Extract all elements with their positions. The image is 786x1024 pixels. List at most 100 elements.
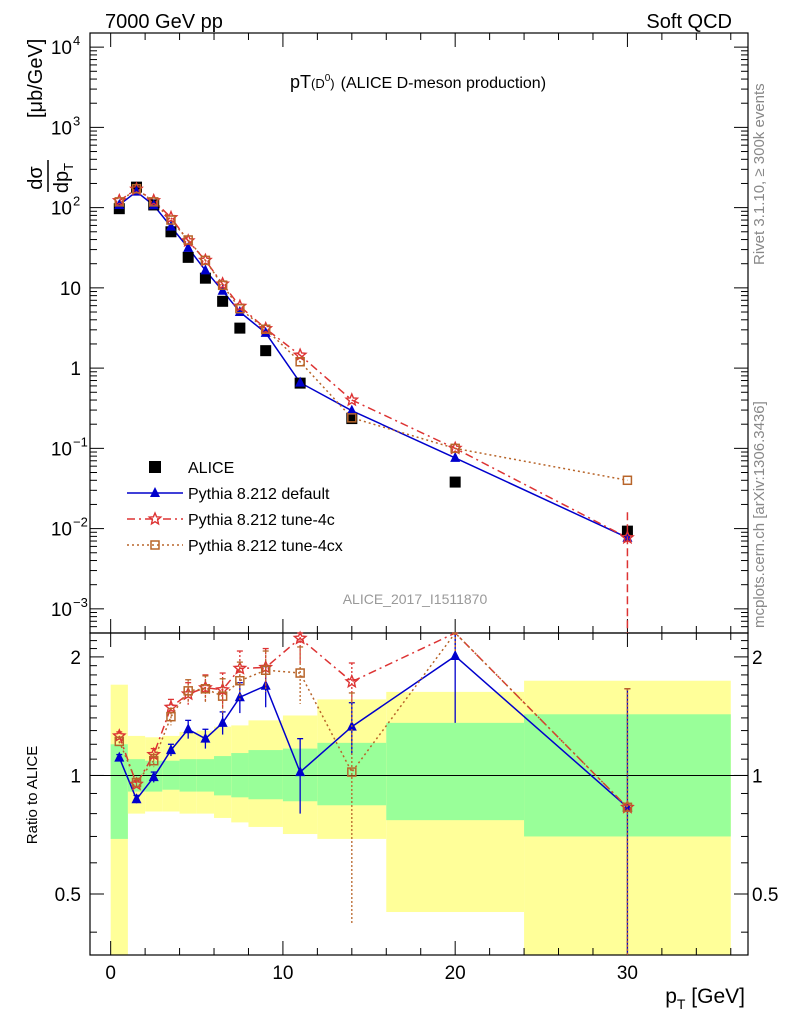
legend-label: Pythia 8.212 default xyxy=(188,486,330,503)
marker-triangle xyxy=(165,744,176,755)
ratio-y-tick-label: 0.5 xyxy=(752,885,778,906)
header-right: Soft QCD xyxy=(646,11,732,33)
legend: ALICE Pythia 8.212 default Pythia 8.212 tu… xyxy=(127,460,343,555)
ratio-y-tick-label: 1 xyxy=(70,766,81,787)
marker-open-square xyxy=(260,324,271,334)
y-tick-label: 10 xyxy=(51,600,72,621)
ratio-frame-box xyxy=(89,632,749,956)
marker-triangle xyxy=(234,306,245,317)
marker-triangle xyxy=(295,766,306,777)
marker-triangle xyxy=(183,241,194,252)
marker-triangle xyxy=(450,451,461,462)
marker-square xyxy=(165,226,177,238)
marker-open-square xyxy=(183,235,193,245)
rivet-label: Rivet 3.1.10, ≥ 300k events xyxy=(751,83,768,265)
marker-square xyxy=(182,251,194,263)
title-paren: (ALICE D-meson production) xyxy=(341,75,546,92)
y-tick-exponent: 2 xyxy=(73,194,80,209)
marker-triangle xyxy=(114,751,125,762)
main-y-axis-label: dσ dpT [μb/GeV] xyxy=(25,39,76,193)
marker-open-square xyxy=(131,183,142,194)
ratio-y-tick-label: 2 xyxy=(752,648,763,669)
y-tick-exponent: −2 xyxy=(73,515,88,530)
title-sup: 0 xyxy=(325,73,331,84)
x-tick-label: 30 xyxy=(617,963,638,984)
marker-open-square xyxy=(295,357,305,367)
main-title: pT(D0) (ALICE D-meson production) xyxy=(290,72,546,92)
marker-triangle xyxy=(148,199,159,210)
marker-square xyxy=(234,322,246,334)
marker-open-square xyxy=(114,197,125,207)
marker-square xyxy=(449,476,461,488)
marker-open-square xyxy=(622,802,633,813)
marker-triangle xyxy=(148,771,159,782)
marker-square xyxy=(149,461,161,473)
marker-open-square xyxy=(347,767,357,777)
marker-triangle xyxy=(200,264,211,275)
marker-open-square xyxy=(217,280,228,290)
title-main: pT xyxy=(290,72,311,92)
legend-label: Pythia 8.212 tune-4cx xyxy=(188,538,343,555)
ratio-y-axis-label: Ratio to ALICE xyxy=(24,746,41,844)
marker-triangle xyxy=(217,716,228,727)
marker-star xyxy=(292,630,308,645)
y-tick-exponent: −1 xyxy=(73,434,88,449)
marker-open-square xyxy=(166,215,176,225)
x-tick-label: 0 xyxy=(105,963,116,984)
y-tick-label: 10 xyxy=(51,439,72,460)
ratio-series-group xyxy=(111,630,635,955)
x-axis-label: pT [GeV] xyxy=(665,985,745,1012)
title-sub: (D xyxy=(311,76,325,91)
y-tick-label: 10 xyxy=(51,199,72,220)
marker-triangle xyxy=(131,793,142,804)
y-tick-label: 1 xyxy=(70,359,81,380)
title-tail: ) xyxy=(330,76,334,91)
marker-open-square xyxy=(131,777,142,788)
ratio-y-tick-label: 1 xyxy=(752,766,763,787)
marker-star xyxy=(344,673,360,689)
legend-label: Pythia 8.212 tune-4c xyxy=(188,512,335,529)
marker-open-square xyxy=(347,413,357,423)
marker-open-square xyxy=(114,736,125,747)
marker-star xyxy=(147,511,163,526)
marker-triangle xyxy=(295,376,306,387)
marker-open-square xyxy=(622,475,633,486)
marker-square xyxy=(260,345,272,357)
marker-square xyxy=(217,295,229,307)
mcplots-label: mcplots.cern.ch [arXiv:1306.3436] xyxy=(751,401,768,628)
marker-open-square xyxy=(166,711,176,722)
marker-open-square xyxy=(260,665,271,675)
y-tick-exponent: 3 xyxy=(73,113,80,128)
ratio-y-tick-label: 0.5 xyxy=(55,885,81,906)
y-tick-label: 10 xyxy=(60,279,81,300)
marker-triangle xyxy=(234,691,245,702)
analysis-id: ALICE_2017_I1511870 xyxy=(343,591,488,607)
marker-triangle xyxy=(200,732,211,743)
marker-open-square xyxy=(183,686,193,696)
marker-triangle xyxy=(450,650,461,661)
marker-star xyxy=(344,392,360,407)
marker-open-square xyxy=(150,540,160,550)
band-stat xyxy=(248,750,283,800)
marker-open-square xyxy=(235,303,245,314)
svg-text:[μb/GeV]: [μb/GeV] xyxy=(25,39,47,118)
ratio-y-tick-label: 2 xyxy=(70,648,81,669)
marker-open-square xyxy=(450,443,460,454)
y-tick-exponent: 4 xyxy=(73,33,80,48)
x-tick-label: 20 xyxy=(445,963,466,984)
header-left: 7000 GeV pp xyxy=(105,11,223,33)
marker-triangle xyxy=(150,487,160,497)
marker-open-square xyxy=(148,197,159,207)
marker-open-square xyxy=(235,675,245,686)
marker-triangle xyxy=(165,220,176,231)
marker-open-square xyxy=(295,668,305,678)
marker-square xyxy=(199,272,211,284)
main-series-group xyxy=(111,181,635,633)
y-tick-label: 10 xyxy=(51,38,72,59)
marker-open-square xyxy=(148,755,159,766)
legend-label: ALICE xyxy=(188,460,234,477)
series-line xyxy=(118,187,628,482)
marker-open-square xyxy=(200,684,211,694)
